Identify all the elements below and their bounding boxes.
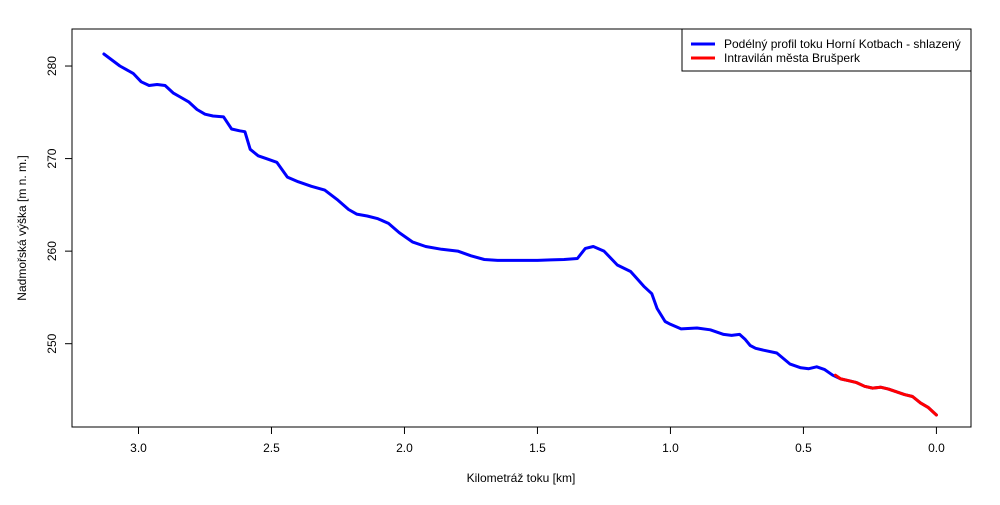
legend: Podélný profil toku Horní Kotbach - shla…: [681, 28, 972, 72]
legend-label-profile: Podélný profil toku Horní Kotbach - shla…: [724, 37, 961, 51]
y-tick-label: 270: [45, 148, 59, 168]
legend-box: [681, 28, 972, 72]
x-tick-label: 1.5: [529, 441, 546, 455]
y-tick-label: 280: [45, 56, 59, 76]
x-axis-label: Kilometráž toku [km]: [467, 471, 576, 485]
plot-frame: [71, 28, 972, 428]
series-lines: [102, 52, 938, 417]
x-tick-label: 3.0: [130, 441, 147, 455]
x-tick-label: 0.5: [795, 441, 812, 455]
series-line-profile: [102, 52, 938, 417]
x-tick-label: 0.0: [928, 441, 945, 455]
series-line-intravilan: [833, 373, 938, 417]
y-axis-label: Nadmořská výška [m n. m.]: [15, 155, 29, 300]
y-tick-label: 250: [45, 333, 59, 353]
x-tick-label: 2.0: [396, 441, 413, 455]
x-tick-label: 1.0: [662, 441, 679, 455]
y-tick-label: 260: [45, 241, 59, 261]
legend-label-intravilan: Intravilán města Brušperk: [724, 51, 861, 65]
axis-ticks: 3.0 2.5 2.0 1.5 1.0 0.5 0.0 250 260 270 280: [45, 56, 945, 455]
x-tick-label: 2.5: [263, 441, 280, 455]
